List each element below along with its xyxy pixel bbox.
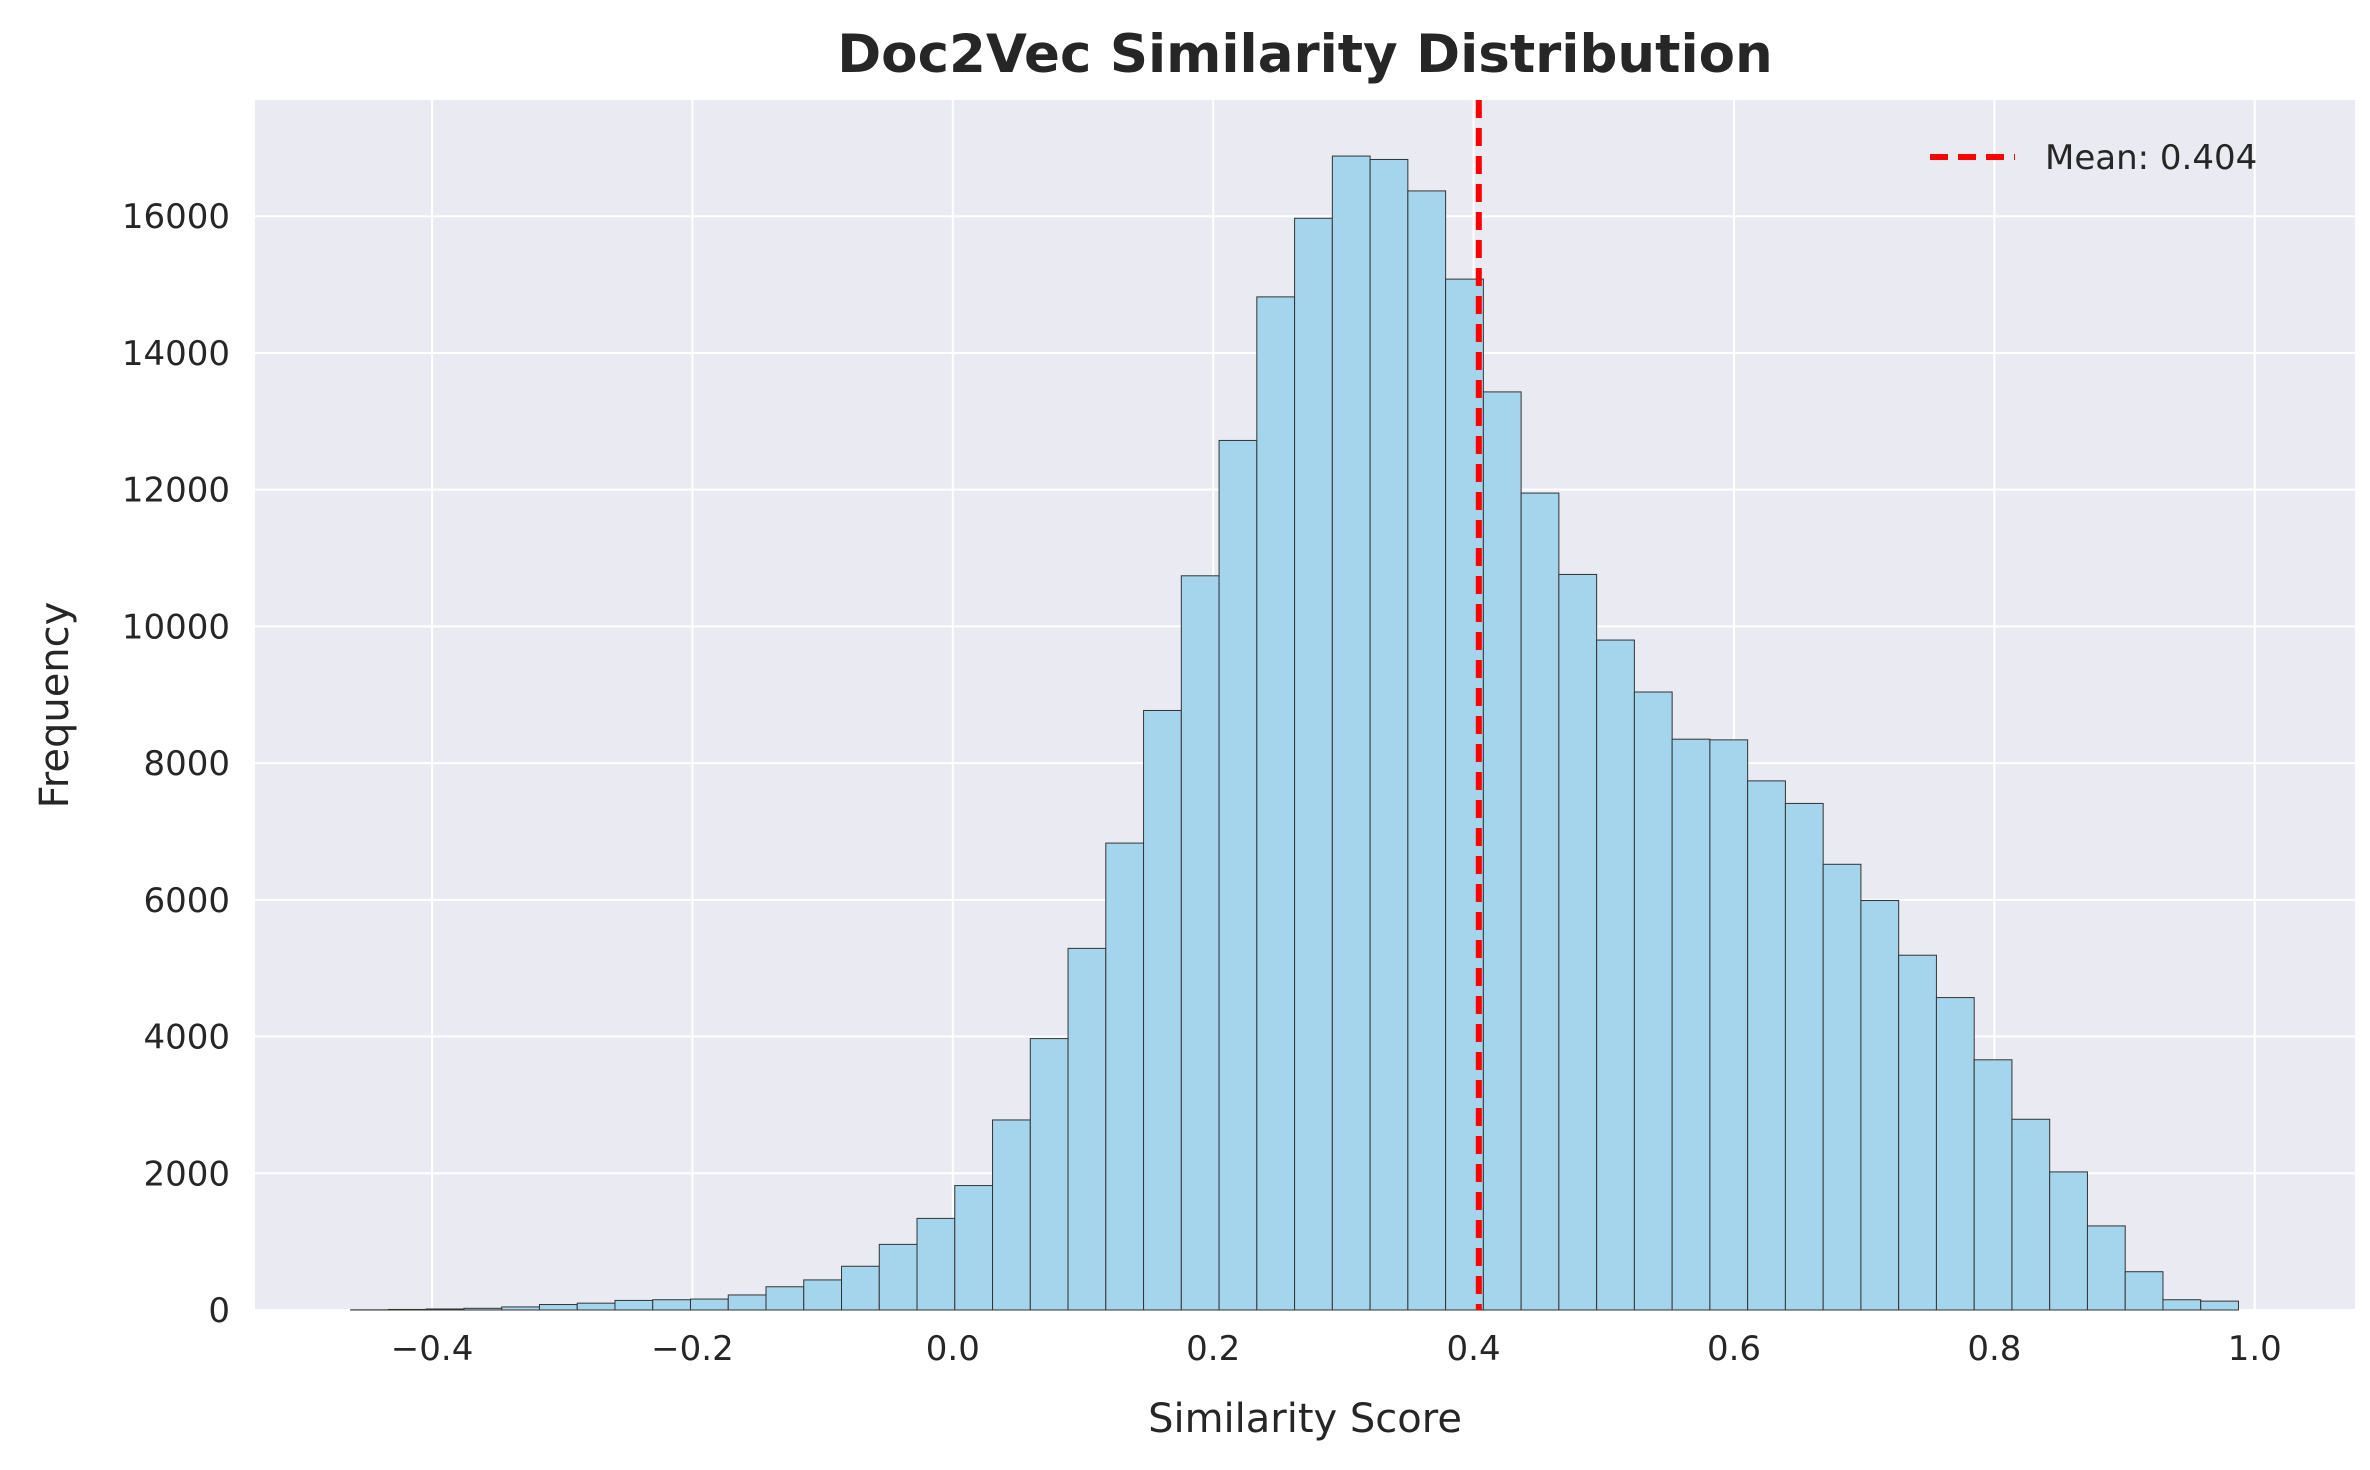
histogram-bar	[1180, 575, 1220, 1311]
y-tick-label: 8000	[143, 744, 230, 784]
histogram-bar	[1822, 863, 1862, 1311]
histogram-bar	[1935, 997, 1975, 1311]
x-tick-label: 0.0	[926, 1329, 980, 1369]
histogram-bar	[1407, 190, 1447, 1311]
histogram-bar	[1256, 296, 1296, 1311]
histogram-bar	[1558, 573, 1598, 1311]
histogram-bar	[1294, 217, 1333, 1311]
histogram-bar	[1747, 780, 1786, 1311]
histogram-bar	[387, 1308, 427, 1311]
chart-title: Doc2Vec Similarity Distribution	[837, 24, 1773, 85]
x-tick-label: 0.6	[1707, 1329, 1761, 1369]
histogram-bar	[2124, 1271, 2164, 1311]
histogram-bar	[425, 1308, 465, 1311]
histogram-bar	[765, 1286, 805, 1311]
histogram-bar	[2049, 1171, 2088, 1311]
histogram-bar	[576, 1302, 616, 1311]
histogram-bar	[538, 1304, 578, 1311]
y-tick-label: 14000	[122, 334, 230, 374]
x-axis-ticks: −0.4 −0.2 0.0 0.2 0.4 0.6 0.8 1.0	[391, 1329, 2282, 1369]
x-axis-label: Similarity Score	[1148, 1396, 1462, 1442]
legend-mean-label: Mean: 0.404	[2045, 138, 2257, 178]
histogram-bar	[1029, 1038, 1069, 1311]
x-tick-label: −0.2	[651, 1329, 734, 1369]
histogram-bar	[2162, 1299, 2202, 1311]
histogram-bar	[1369, 158, 1409, 1311]
y-tick-label: 6000	[143, 881, 230, 921]
histogram-bar	[1143, 709, 1182, 1311]
histogram-bar	[1633, 691, 1673, 1311]
x-tick-label: −0.4	[391, 1329, 474, 1369]
histogram-bar	[2011, 1118, 2051, 1311]
histogram-bar	[1445, 278, 1484, 1311]
histogram-bar	[916, 1217, 956, 1311]
histogram-bar	[992, 1119, 1031, 1311]
histogram-bar	[2086, 1225, 2126, 1311]
histogram-bar	[1482, 391, 1522, 1311]
histogram-bar	[1709, 739, 1749, 1311]
histogram-bar	[1860, 900, 1900, 1311]
x-tick-label: 0.8	[1967, 1329, 2021, 1369]
histogram-bar	[652, 1299, 691, 1311]
y-axis-ticks: 0 2000 4000 6000 8000 10000 12000 14000 16000	[122, 197, 230, 1331]
histogram-bar	[1671, 738, 1711, 1311]
x-tick-label: 1.0	[2228, 1329, 2282, 1369]
histogram-bar	[878, 1243, 918, 1311]
histogram-bar	[954, 1185, 994, 1311]
histogram-bar	[1596, 639, 1635, 1311]
histogram-bar	[1331, 155, 1371, 1311]
histogram-bar	[2200, 1300, 2239, 1311]
y-tick-label: 0	[208, 1291, 230, 1331]
histogram-bar	[803, 1279, 843, 1311]
histogram-bar	[1105, 842, 1145, 1311]
y-tick-label: 16000	[122, 197, 230, 237]
histogram-bar	[689, 1298, 729, 1311]
histogram-bar	[1973, 1059, 2013, 1311]
x-tick-label: 0.4	[1447, 1329, 1501, 1369]
legend: Mean: 0.404	[1930, 138, 2257, 178]
histogram-bar	[463, 1307, 503, 1311]
histogram-bar	[614, 1299, 654, 1311]
histogram-bar	[1784, 802, 1824, 1311]
histogram-bar	[727, 1294, 767, 1311]
histogram-bar	[1218, 439, 1258, 1311]
histogram-bar	[841, 1265, 880, 1311]
histogram-bar	[1898, 954, 1937, 1311]
x-tick-label: 0.2	[1186, 1329, 1240, 1369]
histogram-bar	[501, 1306, 540, 1311]
y-tick-label: 2000	[143, 1154, 230, 1194]
y-axis-label: Frequency	[32, 602, 78, 809]
histogram-bar	[1520, 492, 1560, 1311]
y-tick-label: 4000	[143, 1018, 230, 1058]
y-tick-label: 10000	[122, 607, 230, 647]
histogram-bar	[1067, 947, 1107, 1311]
y-tick-label: 12000	[122, 471, 230, 511]
